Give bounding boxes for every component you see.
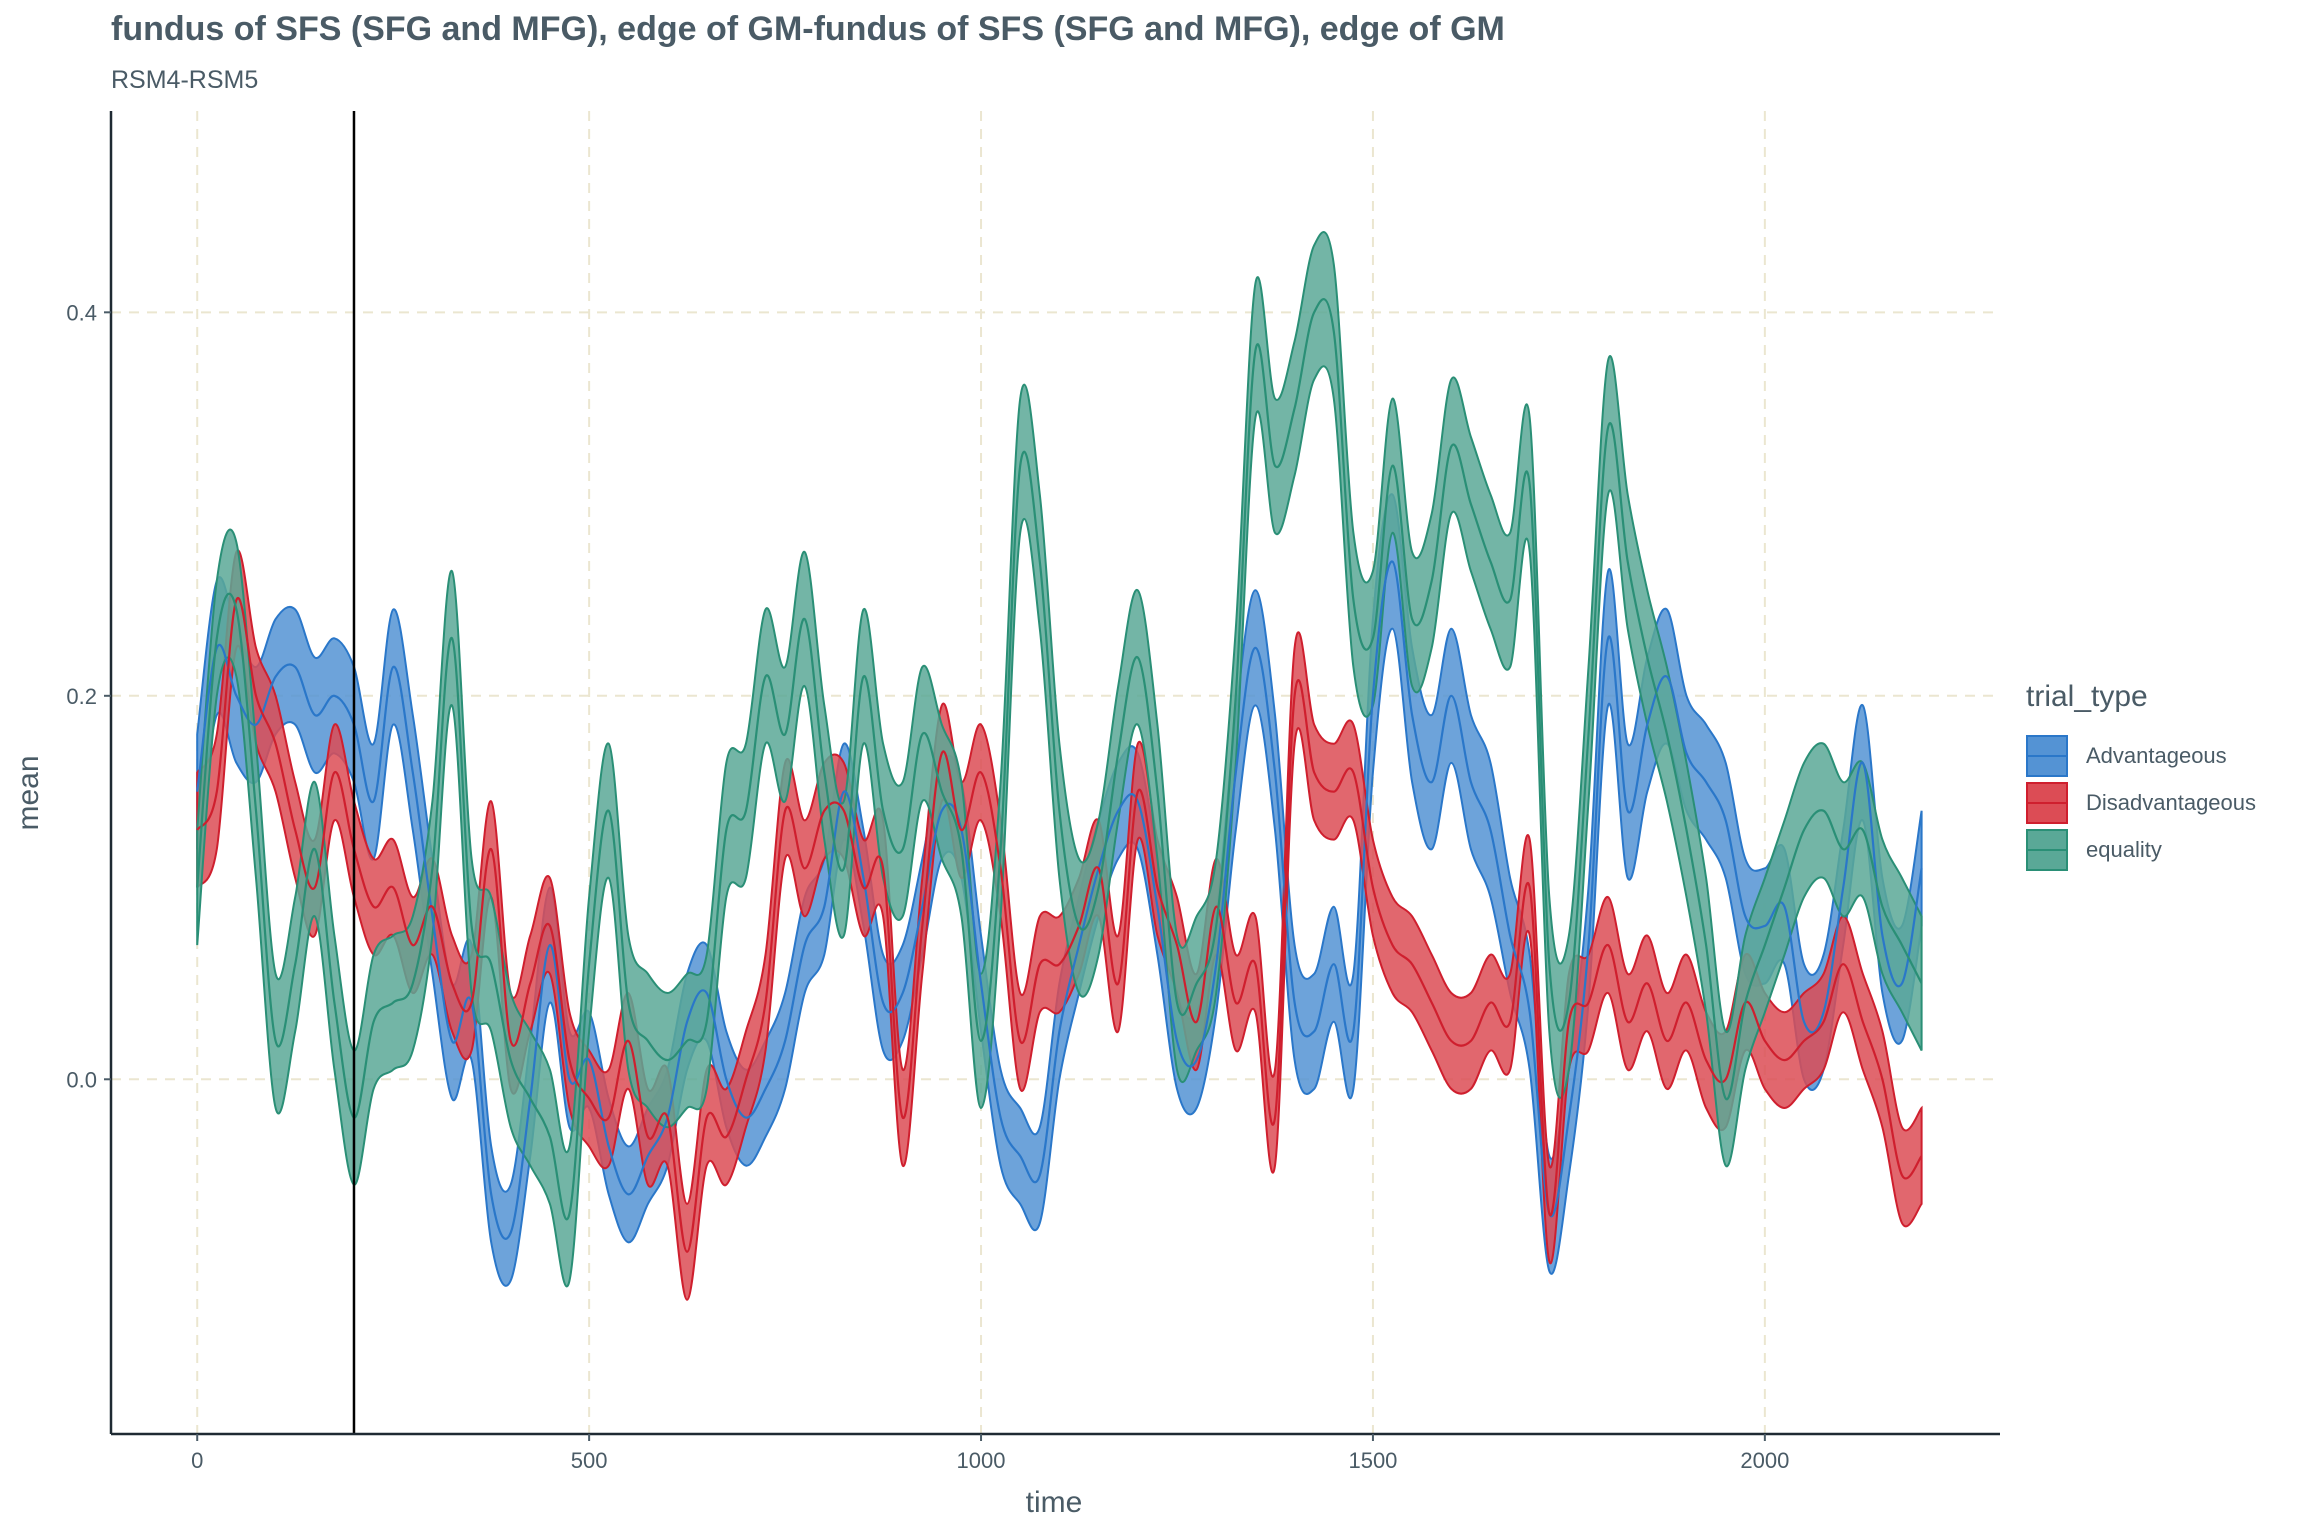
series-lines bbox=[196, 298, 1923, 1253]
y-tick-label: 0.2 bbox=[66, 684, 97, 709]
legend-title: trial_type bbox=[2026, 680, 2148, 713]
legend-label: Advantageous bbox=[2086, 742, 2227, 768]
legend-item-disadvantageous: Disadvantageous bbox=[2026, 779, 2256, 826]
line-equality bbox=[196, 298, 1923, 1221]
legend-item-equality: equality bbox=[2026, 826, 2256, 873]
x-tick-label: 500 bbox=[571, 1448, 608, 1473]
legend-label: Disadvantageous bbox=[2086, 789, 2257, 815]
band-advantageous bbox=[196, 493, 1923, 1287]
legend: trial_type Advantageous Disadvantageous … bbox=[2026, 680, 2256, 873]
legend-item-advantageous: Advantageous bbox=[2026, 732, 2256, 779]
series-bands bbox=[196, 231, 1923, 1301]
y-axis-title: mean bbox=[12, 755, 45, 830]
band-equality bbox=[196, 231, 1923, 1288]
legend-key-disadvantageous bbox=[2026, 781, 2068, 824]
legend-key-equality bbox=[2026, 828, 2068, 871]
x-axis-title: time bbox=[1026, 1486, 1083, 1519]
axes bbox=[109, 111, 2000, 1436]
x-tick-label: 1500 bbox=[1348, 1448, 1397, 1473]
legend-key-advantageous bbox=[2026, 734, 2068, 777]
legend-label: equality bbox=[2086, 836, 2162, 862]
chart-subtitle: RSM4-RSM5 bbox=[111, 66, 259, 94]
x-tick-label: 1000 bbox=[957, 1448, 1006, 1473]
y-tick-label: 0.4 bbox=[66, 300, 97, 325]
y-tick-label: 0.0 bbox=[66, 1067, 97, 1092]
x-tick-label: 0 bbox=[191, 1448, 203, 1473]
chart-title: fundus of SFS (SFG and MFG), edge of GM-… bbox=[111, 10, 1505, 48]
tick-labels: 0 500 1000 1500 2000 0.0 0.2 0.4 bbox=[66, 300, 1789, 1473]
line-disadvantageous bbox=[196, 596, 1923, 1253]
x-tick-label: 2000 bbox=[1740, 1448, 1789, 1473]
